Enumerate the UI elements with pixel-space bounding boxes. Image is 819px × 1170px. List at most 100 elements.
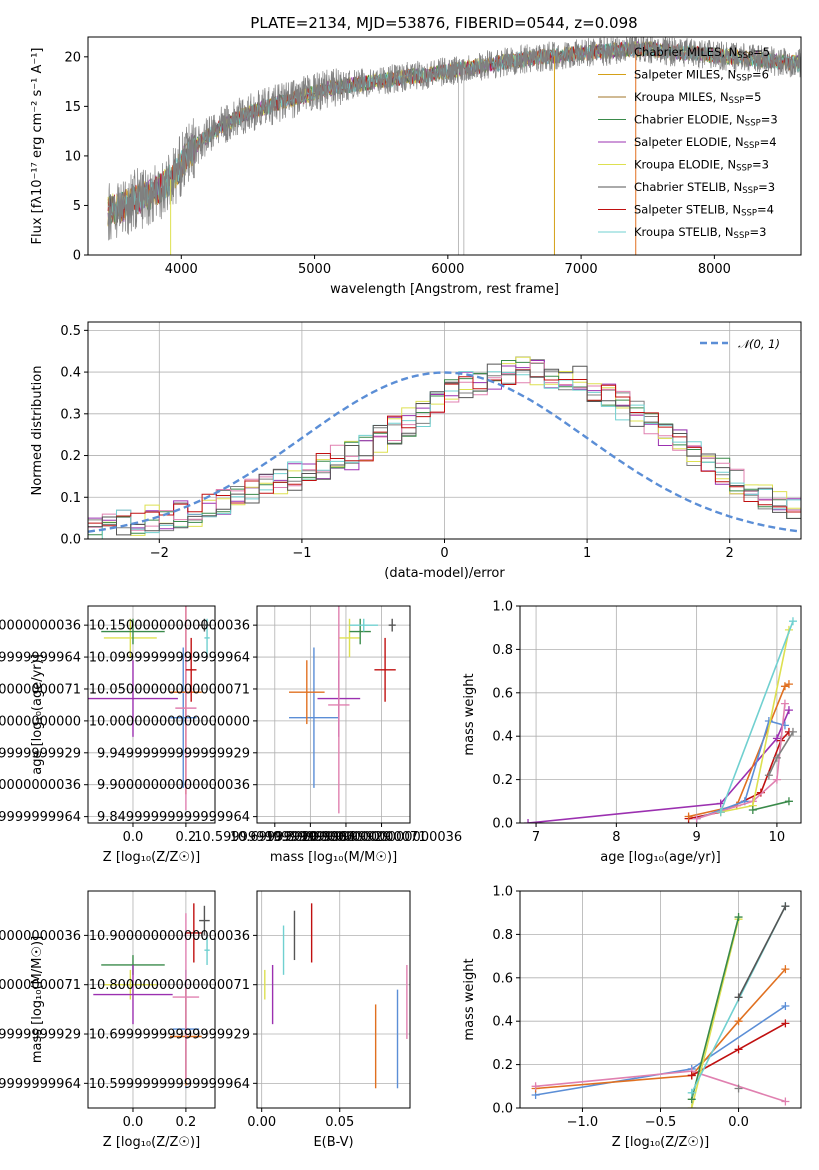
x-tick-label: 7 (532, 830, 540, 845)
x-tick-label: 0.05 (325, 1115, 354, 1130)
y-tick-label: 0.6 (492, 971, 513, 986)
legend-value: =5 (744, 90, 761, 104)
error-bar-point (328, 606, 350, 814)
legend: Chabrier MILES, NSSP=5 Salpeter MILES, NS… (598, 45, 778, 241)
error-bar-point (172, 913, 200, 1081)
y-tick-label: 10.00000000000000000 (89, 714, 250, 729)
legend-value: =3 (752, 158, 769, 172)
y-tick-label: 10.15000000000000036 (89, 619, 250, 634)
axes-frame (87, 321, 802, 540)
legend-label: Chabrier MILES, NSSP=5 (634, 45, 770, 61)
x-tick-label: 10.59999999999999964 (194, 830, 355, 845)
weight-marker (784, 797, 793, 806)
x-tick-label: 10.69999999999999929 (230, 830, 391, 845)
weight-line (535, 968, 786, 1090)
x-tick-label: 0.00 (247, 1115, 276, 1130)
x-tick-label: 6000 (431, 262, 464, 277)
weight-marker (772, 734, 781, 743)
plot-area (264, 903, 408, 1089)
weight-marker (781, 1002, 790, 1011)
weight-line (737, 905, 787, 998)
gaussian-curve (88, 371, 801, 533)
weight-marker (734, 1084, 743, 1093)
plot-area (107, 37, 801, 255)
y-tick-label: 0.4 (492, 1015, 513, 1030)
x-axis-label: (data-model)/error (384, 566, 505, 581)
legend-label: Kroupa STELIB, NSSP=3 (634, 225, 766, 241)
axes-frame (87, 605, 216, 824)
x-axis-label: wavelength [Angstrom, rest frame] (330, 282, 559, 297)
y-tick-label: 0.4 (492, 730, 513, 745)
weight-line (696, 703, 786, 820)
x-tick-label: 0.2 (176, 1115, 197, 1130)
y-tick-label: 0.8 (492, 928, 513, 943)
legend-label: Kroupa ELODIE, NSSP=3 (634, 158, 769, 174)
y-tick-label: 0.8 (492, 643, 513, 658)
y-tick-label: 0.2 (492, 773, 513, 788)
x-tick-label: −2 (150, 546, 169, 561)
legend-subscript: SSP (737, 51, 753, 61)
legend-subscript: SSP (742, 186, 758, 196)
error-bar-point (185, 903, 202, 963)
x-axis-label: Z [log₁₀(Z/Z☉)] (103, 850, 200, 865)
legend-value: =3 (761, 113, 778, 127)
y-tick-label: 9.94999999999999929 (97, 746, 250, 761)
error-bar-point (349, 618, 378, 632)
error-bar-point (101, 618, 165, 645)
y-tick-label: 9.84999999999999964 (97, 810, 250, 825)
weight-marker (524, 819, 533, 823)
figure-title: PLATE=2134, MJD=53876, FIBERID=0544, z=0… (250, 14, 637, 32)
weight-line (690, 916, 740, 1100)
x-tick-label: 0.2 (176, 830, 197, 845)
x-tick-label: −0.5 (645, 1115, 677, 1130)
histogram-step (88, 369, 801, 527)
error-bar-point (103, 618, 157, 658)
x-tick-label: 0.0 (123, 1115, 144, 1130)
weight-marker (784, 706, 793, 715)
y-tick-label: 9.90000000000000036 (0, 778, 81, 793)
weight-marker (716, 808, 725, 817)
x-tick-label: 8000 (698, 262, 731, 277)
error-bar-point (185, 637, 197, 702)
plot-area (524, 617, 797, 823)
panel-mass-weight-vs-Z: −1.0 −0.5 0.0 0.0 0.2 0.4 0.6 0.8 1.0 Z [log₁₀(Z/… (462, 885, 802, 1150)
error-bar-point (170, 647, 197, 788)
x-axis-label: E(B-V) (313, 1135, 353, 1150)
y-tick-label: 0 (73, 249, 81, 264)
plot-area (88, 356, 801, 539)
y-tick-label: 0.4 (60, 366, 81, 381)
y-tick-label: 9.84999999999999964 (0, 810, 81, 825)
legend-value: =3 (758, 180, 775, 194)
histogram-step (88, 363, 801, 536)
x-tick-label: 1 (583, 546, 591, 561)
y-tick-label: 10.05000000000000071 (0, 682, 81, 697)
y-tick-label: 20 (64, 50, 81, 65)
weight-marker (780, 682, 789, 691)
error-bar-point (199, 905, 210, 936)
y-tick-label: 10.90000000000000036 (0, 929, 81, 944)
x-tick-label: 4000 (165, 262, 198, 277)
legend-subscript: SSP (729, 96, 745, 106)
x-axis-label: age [log₁₀(age/yr)] (600, 850, 721, 865)
x-axis-label: mass [log₁₀(M/M☉)] (270, 850, 397, 865)
x-tick-label: −1 (292, 546, 311, 561)
weight-marker (748, 805, 757, 814)
weight-marker (756, 788, 765, 797)
error-bar-point (204, 618, 210, 658)
y-tick-label: 5 (73, 199, 81, 214)
y-tick-label: 10.80000000000000071 (0, 978, 81, 993)
x-tick-label: 7000 (565, 262, 598, 277)
y-axis-label: age [log₁₀(age/yr)] (30, 654, 45, 775)
weight-marker (692, 814, 701, 823)
legend-subscript: SSP (736, 164, 752, 174)
legend-label: Chabrier ELODIE, NSSP=3 (634, 113, 778, 129)
legend-value: =3 (749, 225, 766, 239)
weight-marker (684, 812, 693, 821)
error-bar-point (349, 618, 371, 645)
weight-marker (781, 1019, 790, 1028)
plot-area (88, 606, 210, 811)
x-tick-label: 8 (612, 830, 620, 845)
weight-marker (781, 965, 790, 974)
